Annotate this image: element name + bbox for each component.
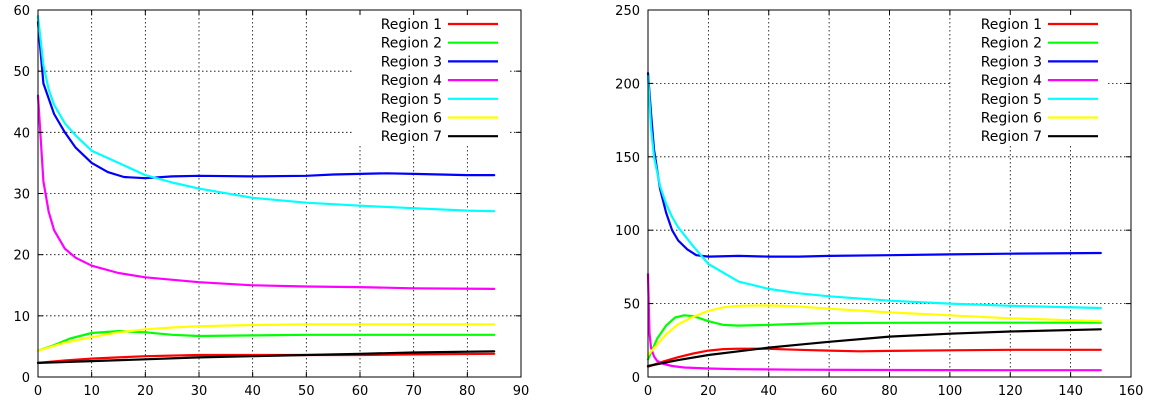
y-tick-label: 40 <box>13 126 30 141</box>
legend-label-2: Region 2 <box>381 36 442 52</box>
y-tick-label: 10 <box>13 310 30 325</box>
legend-label-3: Region 3 <box>381 54 442 70</box>
y-tick-label: 0 <box>632 371 640 386</box>
legend-label-7: Region 7 <box>381 129 442 145</box>
x-tick-label: 140 <box>1058 384 1083 399</box>
series-line-2 <box>646 314 1102 361</box>
y-tick-label: 250 <box>615 4 640 19</box>
y-tick-label: 30 <box>13 188 30 203</box>
x-tick-label: 30 <box>191 384 208 399</box>
x-tick-label: 80 <box>881 384 898 399</box>
y-tick-label: 0 <box>22 371 30 386</box>
series-line-6 <box>36 323 496 352</box>
y-tick-label: 20 <box>13 249 30 264</box>
series-line-1 <box>646 347 1102 368</box>
x-tick-label: 120 <box>998 384 1023 399</box>
series-line-5 <box>646 74 1102 310</box>
x-tick-label: 70 <box>405 384 422 399</box>
x-tick-label: 40 <box>760 384 777 399</box>
legend-label-1: Region 1 <box>981 17 1042 33</box>
y-tick-label: 50 <box>13 65 30 80</box>
legend-label-4: Region 4 <box>981 73 1042 89</box>
series-line-7 <box>36 350 496 364</box>
y-tick-label: 100 <box>615 224 640 239</box>
y-tick-label: 150 <box>615 151 640 166</box>
x-tick-label: 10 <box>83 384 100 399</box>
series-line-5 <box>36 15 496 213</box>
legend-label-5: Region 5 <box>981 92 1042 108</box>
series-line-2 <box>36 330 496 352</box>
x-tick-label: 60 <box>821 384 838 399</box>
x-tick-label: 20 <box>137 384 154 399</box>
legend-label-5: Region 5 <box>381 92 442 108</box>
legend-label-7: Region 7 <box>981 129 1042 145</box>
y-tick-label: 200 <box>615 77 640 92</box>
series-line-6 <box>646 304 1102 357</box>
legend-label-4: Region 4 <box>381 73 442 89</box>
y-tick-label: 60 <box>13 4 30 19</box>
x-tick-label: 0 <box>644 384 652 399</box>
legend-label-3: Region 3 <box>981 54 1042 70</box>
chart-right: Region 1 Region 2 Region 3 Region 4 Region 5… <box>615 4 1143 399</box>
series-line-3 <box>36 21 496 180</box>
legend-label-6: Region 6 <box>981 111 1042 127</box>
y-tick-label: 50 <box>623 298 640 313</box>
x-tick-label: 20 <box>700 384 717 399</box>
series-line-1 <box>36 352 496 364</box>
chart-left: Region 1 Region 2 Region 3 Region 4 Region 5… <box>13 4 529 399</box>
series-line-7 <box>646 328 1102 368</box>
legend-label-6: Region 6 <box>381 111 442 127</box>
x-tick-label: 100 <box>937 384 962 399</box>
legend-background <box>952 11 1108 146</box>
x-tick-label: 160 <box>1119 384 1144 399</box>
x-tick-label: 50 <box>298 384 315 399</box>
legend-label-1: Region 1 <box>381 17 442 33</box>
x-tick-label: 80 <box>459 384 476 399</box>
series-line-4 <box>36 94 496 290</box>
legend-label-2: Region 2 <box>981 36 1042 52</box>
x-tick-label: 90 <box>513 384 530 399</box>
x-tick-label: 0 <box>34 384 42 399</box>
x-tick-label: 40 <box>244 384 261 399</box>
x-tick-label: 60 <box>352 384 369 399</box>
legend-background <box>352 11 508 146</box>
